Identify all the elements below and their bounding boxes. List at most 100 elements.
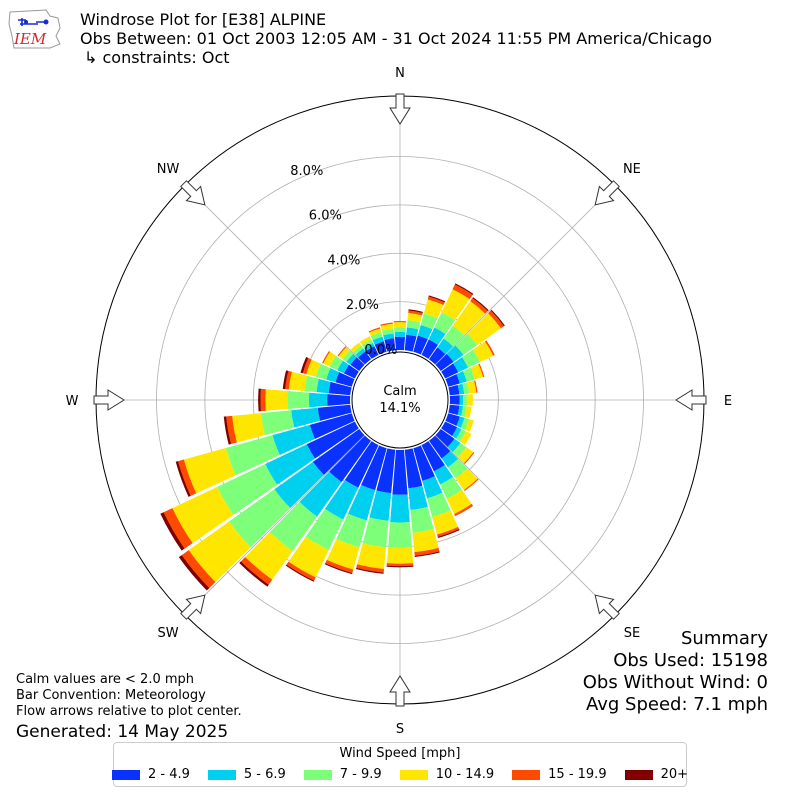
windrose-bar-segment xyxy=(440,476,463,499)
windrose-bar-segment xyxy=(232,413,265,443)
avg-speed: Avg Speed: 7.1 mph xyxy=(586,694,768,715)
windrose-bar-segment xyxy=(306,421,359,459)
windrose-bar-segment xyxy=(408,485,428,510)
windrose-bar-segment xyxy=(282,370,289,390)
notes-panel: Calm values are < 2.0 mph Bar Convention… xyxy=(16,672,242,743)
legend-swatch xyxy=(624,769,653,780)
windrose-bar-segment xyxy=(380,323,394,331)
windrose-bar-segment xyxy=(455,468,478,491)
windrose-bar-segment xyxy=(172,486,234,544)
windrose-bar-segment xyxy=(274,461,324,509)
windrose-bar-segment xyxy=(288,536,329,578)
legend-swatch xyxy=(111,769,140,780)
obs-used: Obs Used: 15198 xyxy=(613,650,768,671)
windrose-bar-segment xyxy=(392,449,408,495)
windrose-bar-segment xyxy=(178,555,210,591)
bar-convention-note: Bar Convention: Meteorology xyxy=(16,688,206,703)
flow-arrow-icon xyxy=(594,594,620,620)
windrose-bar-segment xyxy=(361,445,387,491)
windrose-bar-segment xyxy=(160,512,185,551)
windrose-bar-segment xyxy=(362,517,389,548)
legend-swatch xyxy=(399,769,428,780)
windrose-bar-segment xyxy=(226,415,237,445)
windrose-bar-segment xyxy=(342,350,354,362)
generated-date: Generated: 14 May 2025 xyxy=(16,722,229,742)
grid-ring xyxy=(156,156,644,644)
windrose-bar-segment xyxy=(460,417,470,430)
legend-item: 5 - 6.9 xyxy=(207,767,286,782)
windrose-bar-segment xyxy=(394,327,406,333)
windrose-bar-segment xyxy=(285,370,292,390)
windrose-bar-segment xyxy=(453,357,469,373)
windrose-bar-segment xyxy=(435,428,455,447)
windrose-bar-segment xyxy=(369,328,382,336)
legend-label: 5 - 6.9 xyxy=(243,767,286,782)
windrose-bar-segment xyxy=(412,529,439,553)
windrose-bar-segment xyxy=(388,522,412,548)
legend-label: 15 - 19.9 xyxy=(548,767,607,782)
radial-tick-label: 2.0% xyxy=(346,298,379,313)
windrose-bar-segment xyxy=(386,547,414,564)
legend-items: 2 - 4.9 5 - 6.9 7 - 9.9 10 - 14.9 15 - 19.9 2… xyxy=(111,767,689,782)
windrose-bar-segment xyxy=(272,424,315,456)
windrose-bar-segment xyxy=(421,441,445,472)
windrose-bar-segment xyxy=(326,368,340,383)
windrose-bar-segment xyxy=(358,351,372,365)
windrose-bar-segment xyxy=(369,490,392,521)
windrose-bar-segment xyxy=(427,492,451,518)
windrose-bar-segment xyxy=(428,327,446,345)
windrose-bar-segment xyxy=(446,489,472,515)
windrose-bar-segment xyxy=(329,355,343,371)
windrose-bar-segment xyxy=(302,358,312,375)
flow-arrow-shape xyxy=(180,594,206,620)
windrose-bar-segment xyxy=(346,353,357,365)
summary-panel: Summary Obs Used: 15198 Obs Without Wind… xyxy=(583,628,768,716)
direction-label: N xyxy=(395,66,405,81)
windrose-bar-segment xyxy=(463,394,467,406)
radial-tick-label: 0.0% xyxy=(364,343,397,358)
windrose-bar-segment xyxy=(488,310,504,329)
radial-tick-label: 4.0% xyxy=(327,253,360,268)
flow-arrow-shape xyxy=(594,180,620,206)
calm-note: Calm values are < 2.0 mph xyxy=(16,672,195,687)
windrose-bar-segment xyxy=(421,339,439,359)
windrose-bar-segment xyxy=(465,419,474,432)
flow-arrow-shape xyxy=(93,389,125,411)
windrose-bar-segment xyxy=(420,313,438,330)
windrose-bar-segment xyxy=(459,394,464,406)
windrose-bar-segment xyxy=(408,309,423,313)
title-line-1: Windrose Plot for [E38] ALPINE xyxy=(80,10,327,29)
legend-item: 15 - 19.9 xyxy=(512,767,607,782)
calm-label: Calm xyxy=(383,384,416,399)
windrose-bar-segment xyxy=(258,388,261,412)
windrose-bar-segment xyxy=(462,349,481,368)
windrose-bar-segment xyxy=(428,435,451,459)
windrose-bar-segment xyxy=(441,421,458,436)
windrose-bar-segment xyxy=(404,334,417,352)
windrose-bar-segment xyxy=(260,388,266,412)
windrose-bar-segment xyxy=(437,338,453,355)
legend-item: 20+ xyxy=(624,767,689,782)
windrose-bar-segment xyxy=(312,428,365,476)
flow-arrow-shape xyxy=(389,675,411,707)
legend-label: 20+ xyxy=(660,767,689,782)
windrose-bar-segment xyxy=(422,476,443,499)
radial-tick-label: 6.0% xyxy=(309,209,342,224)
windrose-bar-segment xyxy=(328,381,352,396)
windrose-bar-segment xyxy=(325,559,354,573)
windrose-bar-segment xyxy=(286,561,316,581)
windrose-bar-segment xyxy=(433,465,454,485)
logo-text: IEM xyxy=(13,30,47,48)
windrose-bar-segment xyxy=(393,320,407,323)
windrose-bar-segment xyxy=(343,364,359,379)
direction-label: S xyxy=(396,722,404,737)
windrose-bar-segment xyxy=(437,526,460,537)
windrose-bar-segment xyxy=(460,431,472,445)
flow-arrow-icon xyxy=(93,389,125,411)
windrose-bar-segment xyxy=(466,394,473,406)
direction-label: NW xyxy=(157,162,180,177)
windrose-bar-segment xyxy=(329,435,372,483)
windrose-bar-segment xyxy=(265,389,288,411)
windrose-bar-segment xyxy=(384,338,396,352)
windrose-bar-segment xyxy=(357,543,387,569)
